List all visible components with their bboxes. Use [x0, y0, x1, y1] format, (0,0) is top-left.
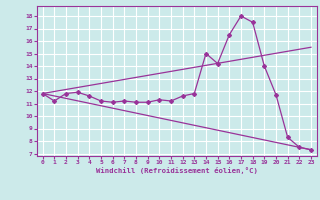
X-axis label: Windchill (Refroidissement éolien,°C): Windchill (Refroidissement éolien,°C): [96, 167, 258, 174]
